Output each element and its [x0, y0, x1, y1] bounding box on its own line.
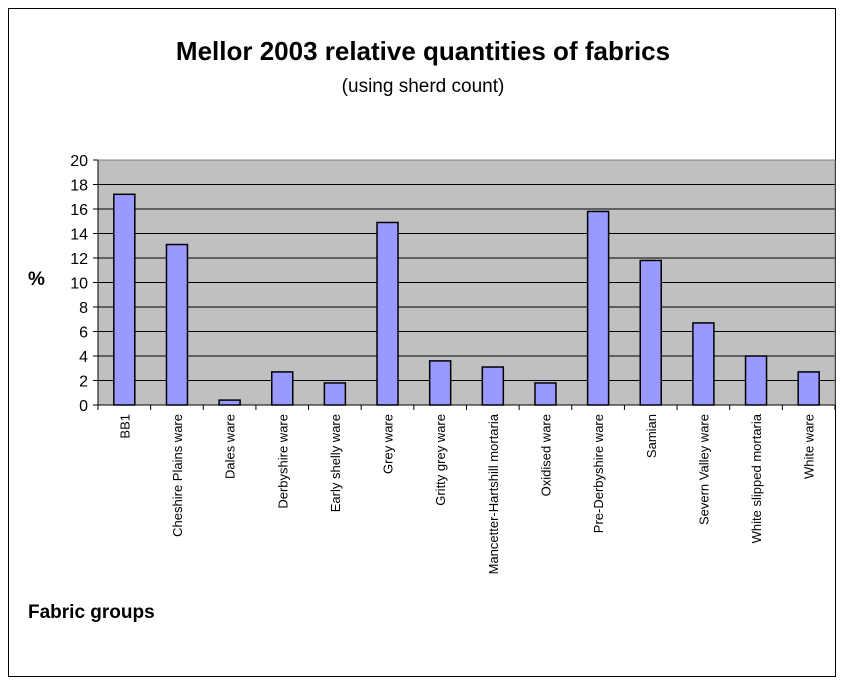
x-tick-label: Derbyshire ware — [275, 414, 290, 509]
y-tick-label: 2 — [79, 374, 88, 391]
chart-title: Mellor 2003 relative quantities of fabri… — [175, 36, 671, 66]
bar — [113, 193, 136, 406]
y-tick-label: 8 — [79, 300, 88, 317]
y-tick-label: 10 — [70, 276, 88, 293]
bar — [218, 399, 241, 406]
y-tick-label: 0 — [79, 398, 88, 415]
x-tick-label: White ware — [802, 414, 817, 479]
chart-subtitle: (using sherd count) — [341, 76, 505, 97]
x-tick-label: Early shelly ware — [328, 414, 343, 512]
x-tick-label: Oxidised ware — [538, 414, 553, 496]
bar — [744, 355, 768, 406]
x-axis-label: Fabric groups — [28, 602, 155, 623]
bar — [271, 371, 294, 406]
y-tick-label: 14 — [70, 227, 88, 244]
bar — [639, 259, 662, 406]
y-tick-label: 16 — [70, 202, 88, 219]
bar — [481, 366, 505, 406]
bar — [692, 322, 715, 406]
bar — [376, 221, 399, 406]
x-tick-label: Severn Valley ware — [696, 414, 711, 525]
x-tick-label: Mancetter-Hartshill mortaria — [486, 413, 501, 574]
x-tick-label: Pre-Derbyshire ware — [591, 414, 606, 533]
x-tick-label: BB1 — [117, 414, 132, 439]
x-tick-label: Grey ware — [381, 414, 396, 474]
y-tick-label: 20 — [70, 153, 88, 170]
bar — [165, 243, 189, 406]
x-tick-label: White slipped mortaria — [749, 413, 764, 543]
x-tick-label: Dales ware — [223, 414, 238, 479]
y-tick-label: 12 — [70, 251, 88, 268]
x-tick-label: Samian — [644, 414, 659, 458]
y-tick-label: 4 — [79, 349, 88, 366]
x-tick-label: Cheshire Plains ware — [170, 414, 185, 537]
bar — [428, 360, 452, 406]
x-tick-label: Gritty grey ware — [433, 414, 448, 506]
bar — [534, 382, 557, 406]
y-tick-label: 6 — [79, 325, 88, 342]
bar — [323, 382, 347, 406]
bar — [797, 371, 820, 406]
y-axis-label: % — [28, 269, 45, 290]
bar — [586, 210, 610, 406]
y-tick-label: 18 — [70, 178, 88, 195]
